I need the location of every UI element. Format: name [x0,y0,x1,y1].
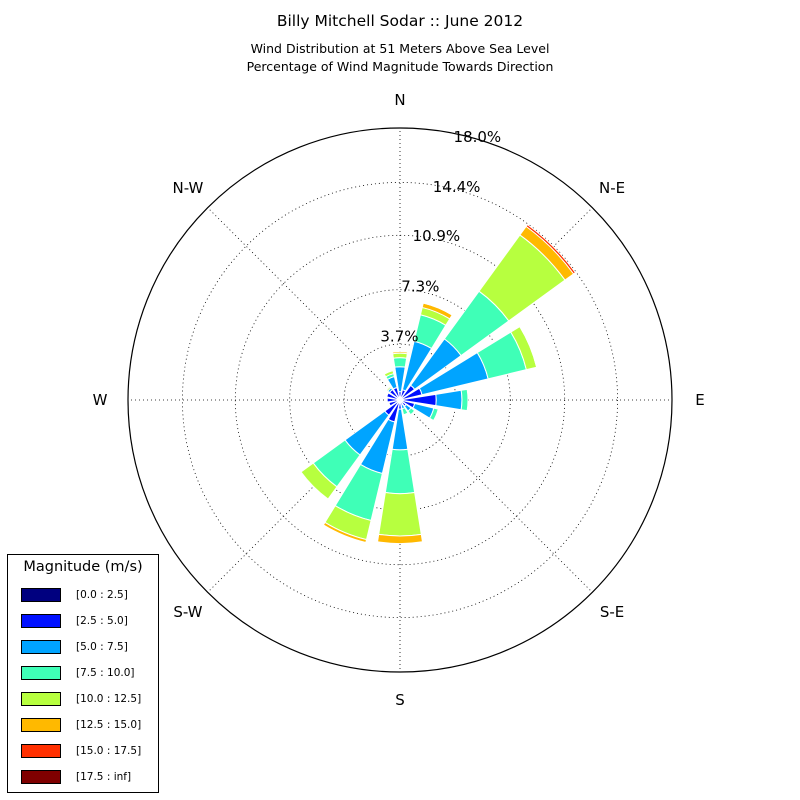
legend-entry: [2.5 : 5.0] [21,614,156,628]
radial-tick-label: 10.9% [413,227,461,245]
legend-swatch [21,666,61,680]
radial-tick-label: 14.4% [433,178,481,196]
radial-tick-label: 3.7% [380,328,418,346]
wedge-segment [519,325,538,368]
wedge-segment [422,301,454,316]
legend: Magnitude (m/s) [0.0 : 2.5] [2.5 : 5.0] [5… [7,554,159,793]
radial-gridline [207,207,401,401]
wedge-segment [407,407,416,416]
legend-swatch [21,588,61,602]
direction-label: N-W [172,179,203,197]
legend-swatch [21,770,61,784]
direction-label: N [394,91,405,109]
legend-entry: [17.5 : inf] [21,770,156,784]
legend-entry: [12.5 : 15.0] [21,718,156,732]
legend-swatch [21,718,61,732]
wedge-segment [525,223,577,275]
radial-gridline-circle [289,289,511,511]
legend-label: [17.5 : inf] [76,771,132,783]
radial-gridline [399,399,593,593]
legend-entry: [15.0 : 17.5] [21,744,156,758]
legend-label: [12.5 : 15.0] [76,719,142,731]
wedge-segment [300,462,338,500]
chart-subtitle-line-2: Percentage of Wind Magnitude Towards Dir… [246,59,554,74]
legend-label: [0.0 : 2.5] [76,589,128,601]
legend-swatch [21,692,61,706]
wedge-segment [384,448,416,495]
outer-frame-circle [127,127,673,673]
legend-swatch [21,640,61,654]
wedge-segment [401,407,409,416]
wedge-segment [385,385,392,392]
wind-wedges [300,223,577,544]
wedge-segment [322,521,368,544]
wedge-segment [378,491,422,537]
legend-entry: [7.5 : 10.0] [21,666,156,680]
legend-swatch [21,744,61,758]
chart-subtitle-line-1: Wind Distribution at 51 Meters Above Sea… [250,41,550,56]
wedge-segment [391,351,409,355]
direction-label: W [93,391,108,409]
legend-entry: [10.0 : 12.5] [21,692,156,706]
radial-gridline-circle [181,181,619,619]
polar-labels: 3.7% 7.3% 10.9% 14.4% 18.0% N N-E E S-E S S-W W N-W [93,91,705,709]
legend-entry: [5.0 : 7.5] [21,640,156,654]
radial-tick-label: 18.0% [454,128,502,146]
wedge-segment [428,407,439,422]
direction-label: E [695,391,704,409]
legend-label: [7.5 : 10.0] [76,667,135,679]
wedge-segment [460,388,469,412]
wedge-segment [392,357,408,368]
wedge-segment [376,533,424,544]
legend-swatch [21,614,61,628]
legend-entry: [0.0 : 2.5] [21,588,156,602]
legend-label: [10.0 : 12.5] [76,693,142,705]
chart-title: Billy Mitchell Sodar :: June 2012 [276,12,524,30]
direction-label: S [395,691,405,709]
legend-label: [15.0 : 17.5] [76,745,142,757]
legend-label: [5.0 : 7.5] [76,641,128,653]
wedge-segment [383,370,395,378]
direction-label: N-E [599,179,625,197]
direction-label: S-E [600,603,624,621]
radial-gridline-circle [234,234,566,566]
radial-tick-label: 7.3% [401,277,439,295]
legend-title: Magnitude (m/s) [23,559,143,575]
direction-label: S-W [173,603,202,621]
wedge-segment [435,389,463,411]
legend-label: [2.5 : 5.0] [76,615,128,627]
